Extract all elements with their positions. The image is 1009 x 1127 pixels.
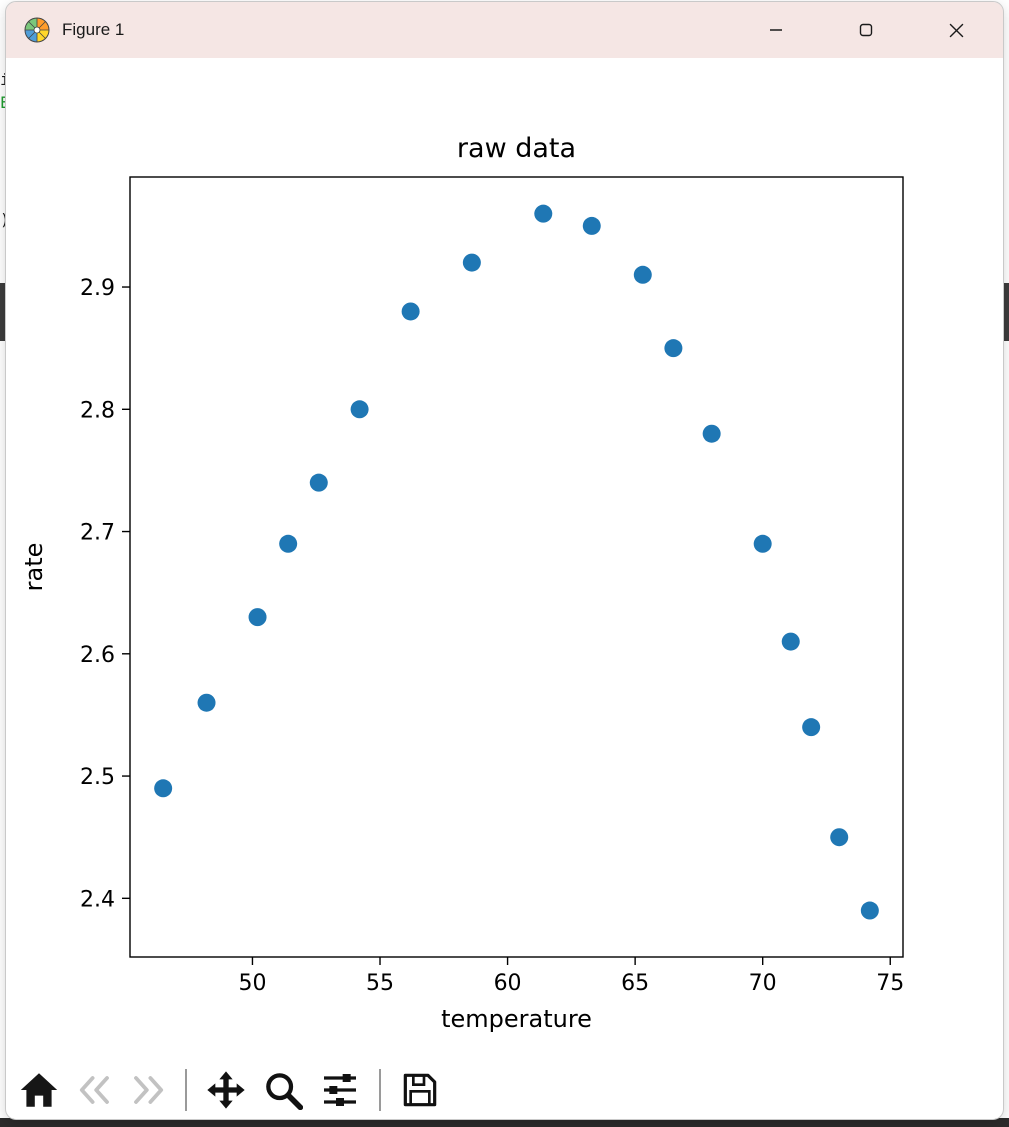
- data-point: [702, 424, 721, 443]
- zoom-icon: [266, 1072, 303, 1110]
- matplotlib-logo-icon: [24, 17, 50, 43]
- data-point: [582, 216, 601, 235]
- minimize-button[interactable]: [753, 2, 799, 58]
- home-icon: [20, 1072, 58, 1107]
- save-button[interactable]: [398, 1068, 442, 1112]
- home-button[interactable]: [16, 1067, 62, 1113]
- y-tick-label: 2.6: [80, 643, 115, 668]
- data-point: [860, 901, 879, 920]
- forward-button[interactable]: [128, 1070, 168, 1110]
- navigation-toolbar: [6, 1060, 1003, 1119]
- y-tick-label: 2.7: [80, 521, 115, 546]
- zoom-button[interactable]: [261, 1068, 305, 1112]
- window-controls: [753, 2, 1003, 58]
- data-point: [633, 265, 652, 284]
- maximize-icon: [859, 23, 873, 37]
- forward-icon: [134, 1075, 164, 1104]
- data-point: [154, 779, 173, 798]
- data-point: [534, 204, 553, 223]
- data-point: [664, 339, 683, 358]
- back-button[interactable]: [75, 1070, 115, 1110]
- background-text-fragment: ): [0, 212, 7, 228]
- minimize-icon: [770, 29, 782, 31]
- data-point: [781, 632, 800, 651]
- y-axis-label: rate: [20, 543, 48, 592]
- x-tick-label: 60: [494, 971, 522, 996]
- sliders-icon: [324, 1073, 356, 1106]
- save-icon: [403, 1073, 437, 1106]
- titlebar[interactable]: Figure 1: [6, 2, 1003, 58]
- background-scrollbar-right: [1002, 283, 1009, 341]
- background-text-fragment: E: [0, 95, 7, 111]
- data-point: [753, 534, 772, 553]
- data-point: [350, 400, 369, 419]
- close-button[interactable]: [933, 2, 979, 58]
- background-text-fragment: i: [0, 72, 7, 88]
- y-tick-label: 2.8: [80, 398, 115, 423]
- figure-window: Figure 1 50 55 60 65 70 75 2.4 2.5 2.6 2.7 2.8 2.9: [5, 1, 1004, 1120]
- data-point: [248, 608, 267, 627]
- data-point: [802, 718, 821, 737]
- axes-frame: [129, 176, 904, 958]
- x-tick-label: 70: [749, 971, 777, 996]
- y-tick-label: 2.5: [80, 765, 115, 790]
- scatter-plot: 50 55 60 65 70 75 2.4 2.5 2.6 2.7 2.8 2.9 raw data te…: [20, 133, 904, 1033]
- data-point: [309, 473, 328, 492]
- pan-icon: [207, 1070, 245, 1109]
- configure-subplots-button[interactable]: [318, 1068, 362, 1112]
- background-scrollbar-left: [0, 283, 7, 341]
- data-point: [279, 534, 298, 553]
- data-point: [401, 302, 420, 321]
- data-point: [830, 828, 849, 847]
- x-tick-label: 50: [238, 971, 266, 996]
- toolbar-separator: [379, 1068, 381, 1111]
- window-title: Figure 1: [62, 20, 125, 39]
- data-point: [462, 253, 481, 272]
- x-axis-label: temperature: [441, 1005, 592, 1033]
- data-point: [197, 693, 216, 712]
- back-icon: [79, 1075, 109, 1104]
- y-tick-label: 2.9: [80, 276, 115, 301]
- figure-canvas[interactable]: 50 55 60 65 70 75 2.4 2.5 2.6 2.7 2.8 2.9 raw data te…: [6, 58, 1003, 1060]
- toolbar-separator: [185, 1068, 187, 1111]
- y-tick-label: 2.4: [80, 887, 115, 912]
- background-taskbar-strip: [0, 1118, 1009, 1127]
- x-tick-label: 75: [876, 971, 904, 996]
- maximize-button[interactable]: [843, 2, 889, 58]
- x-tick-label: 65: [621, 971, 649, 996]
- close-icon: [949, 23, 963, 37]
- x-tick-label: 55: [366, 971, 394, 996]
- chart-title: raw data: [457, 133, 576, 164]
- pan-button[interactable]: [204, 1068, 248, 1112]
